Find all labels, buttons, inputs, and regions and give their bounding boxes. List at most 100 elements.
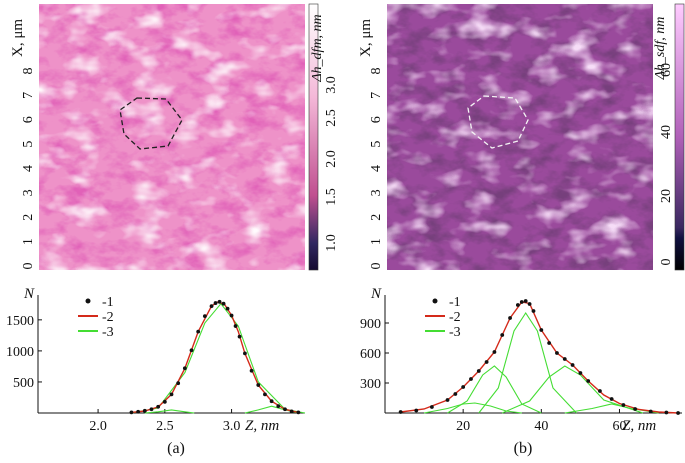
hist-b-point-30 (676, 411, 680, 415)
hist-b-x-label: Z, nm (622, 418, 656, 434)
hist-a-point-9 (189, 348, 194, 353)
y-tick-b-8: 8 (369, 67, 384, 74)
hist-a-point-4 (156, 404, 161, 409)
colorbar-tick-b-1: 20 (659, 189, 674, 203)
hist-a-point-24 (269, 399, 274, 404)
panel-a-map: 0 1 2 3 4 5 6 7 8 X, μm 1.0 1.5 2.0 2.5 3.0 Δh_dfm, … (10, 3, 339, 271)
hist-a-point-14 (217, 299, 222, 304)
hist-a-y-tick-0: 500 (13, 376, 34, 391)
hist-a-point-17 (229, 313, 234, 318)
y-ticks-a: 0 1 2 3 4 5 6 7 8 (21, 67, 36, 269)
y-tick-a-7: 7 (21, 92, 36, 99)
y-tick-a-1: 1 (21, 238, 36, 245)
hist-b-point-11 (508, 316, 512, 320)
y-tick-a-3: 3 (21, 189, 36, 196)
colorbar-ticks-a: 1.0 1.5 2.0 2.5 3.0 (324, 76, 339, 252)
y-axis-label-a: X, μm (10, 19, 26, 57)
hist-b-y-tick-2: 900 (360, 317, 381, 332)
colorbar-tick-b-0: 0 (659, 259, 674, 266)
hist-a-x-tick-2: 3.0 (223, 419, 241, 434)
hist-a-y-tick-2: 1500 (6, 314, 34, 329)
colorbar-tick-a-0: 1.0 (324, 234, 339, 252)
hist-b-component-2 (478, 311, 577, 414)
colorbar-label-b: Δh_sdf, nm (653, 17, 668, 81)
hist-b-legend-3: -3 (449, 325, 461, 340)
hist-b-component-0 (423, 402, 522, 414)
colorbar-tick-a-2: 2.0 (324, 150, 339, 168)
hist-b-point-26 (621, 403, 626, 407)
hist-b-point-10 (500, 333, 505, 337)
y-tick-b-0: 0 (369, 263, 384, 270)
hist-a-point-2 (142, 408, 147, 413)
hist-a-point-8 (182, 366, 187, 371)
grain-outline-a (119, 97, 183, 150)
hist-a-point-16 (225, 306, 230, 311)
hist-a-legend-2: -2 (102, 310, 114, 325)
hist-b-legend-marker-1 (432, 298, 438, 304)
hist-a-x-tick-1: 2.5 (156, 419, 174, 434)
hist-b-point-23 (586, 379, 591, 383)
caption-a: (a) (167, 440, 185, 457)
panel-b-map: 0 1 2 3 4 5 6 7 8 X, μm 0 20 40 60 Δh_sdf, nm (358, 3, 685, 271)
y-tick-a-0: 0 (21, 263, 36, 270)
hist-b-point-7 (476, 369, 481, 373)
hist-a-y-tick-1: 1000 (6, 345, 34, 360)
hist-b-point-28 (648, 409, 653, 414)
hist-a-point-5 (162, 399, 167, 404)
hist-b-point-15 (527, 302, 532, 306)
hist-a-y-label: N (23, 286, 35, 302)
hist-a-point-0 (129, 410, 134, 415)
hist-b-point-24 (598, 389, 602, 393)
hist-a-component-0 (144, 409, 195, 414)
hist-b-component-4 (564, 403, 659, 414)
hist-b-point-3 (445, 398, 450, 402)
hist-b-point-27 (633, 407, 638, 411)
colorbar-a (308, 3, 319, 271)
hist-a-point-28 (296, 410, 301, 415)
hist-b-component-1 (447, 365, 542, 414)
hist-b-point-17 (539, 328, 544, 332)
colorbar-label-a: Δh_dfm, nm (310, 14, 325, 82)
hist-a-point-15 (221, 301, 226, 306)
caption-b: (b) (513, 440, 533, 457)
hist-b-point-5 (461, 385, 466, 389)
hist-b-point-14 (523, 299, 528, 303)
histogram-b: 300 600 900 20 40 60 N Z, nm -1-2-3 (360, 286, 682, 434)
hist-a-point-1 (136, 409, 141, 414)
hist-b-point-19 (555, 351, 559, 355)
y-ticks-b: 0 1 2 3 4 5 6 7 8 (369, 67, 384, 269)
hist-b-point-6 (469, 377, 473, 381)
hist-b-point-2 (429, 405, 434, 409)
hist-a-point-19 (237, 334, 242, 339)
hist-a-point-13 (213, 301, 218, 305)
hist-a-point-18 (233, 324, 238, 328)
y-tick-a-5: 5 (21, 141, 36, 148)
hist-a-point-25 (276, 404, 281, 409)
hist-a-point-7 (176, 381, 181, 386)
y-axis-label-b: X, μm (358, 19, 374, 57)
hist-a-point-22 (256, 383, 261, 387)
hist-b-point-9 (492, 350, 497, 354)
y-tick-b-5: 5 (369, 141, 384, 148)
hist-b-point-22 (578, 371, 583, 375)
hist-a-legend-3: -3 (102, 325, 114, 340)
hist-b-point-4 (453, 392, 458, 396)
colorbar-tick-b-3: 60 (659, 63, 674, 77)
hist-b-y-tick-0: 300 (360, 377, 381, 392)
hist-a-legend-marker-1 (85, 298, 91, 304)
y-tick-b-4: 4 (369, 165, 384, 172)
y-tick-a-2: 2 (21, 214, 36, 221)
hist-a-x-tick-0: 2.0 (89, 419, 107, 434)
hist-a-point-26 (283, 407, 287, 412)
hist-b-legend-1: -1 (449, 295, 461, 310)
hist-b-point-21 (570, 363, 575, 367)
hist-b-legend-2: -2 (449, 310, 461, 325)
hist-b-y-tick-1: 600 (360, 347, 381, 362)
y-tick-a-4: 4 (21, 165, 36, 172)
hist-a-legend-1: -1 (102, 295, 114, 310)
hist-b-x-tick-1: 40 (534, 419, 548, 434)
hist-b-point-18 (547, 341, 552, 345)
afm-texture-light-a (39, 4, 305, 270)
y-tick-b-1: 1 (369, 238, 384, 245)
y-tick-b-2: 2 (369, 214, 384, 221)
